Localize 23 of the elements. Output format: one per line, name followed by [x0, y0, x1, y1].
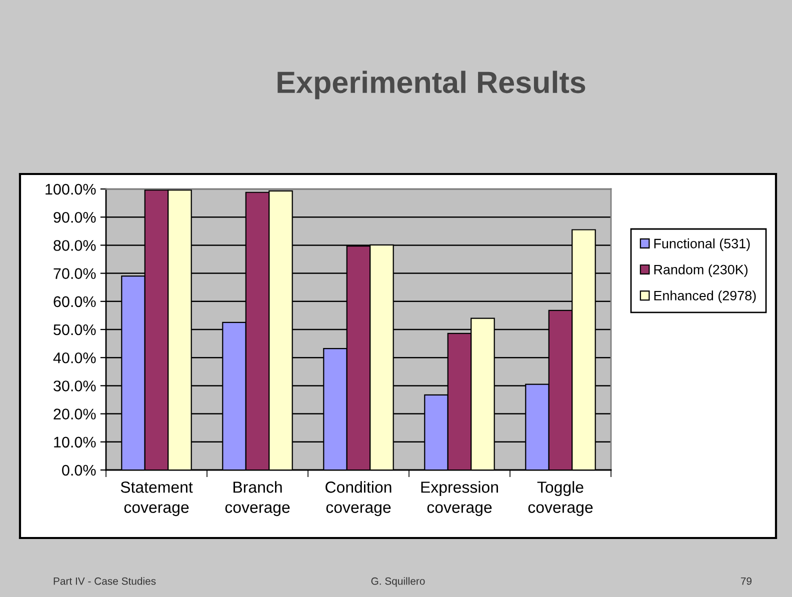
chart-title: Experimental Results [278, 70, 586, 100]
legend-label: Random (230K) [654, 264, 748, 278]
x-tick-label: Statement coverage [120, 482, 193, 516]
y-tick-label: 70.0% [54, 268, 96, 279]
y-tick-label: 30.0% [54, 380, 96, 392]
y-tick-label: 40.0% [53, 352, 96, 364]
y-tick-label: 90.0% [54, 212, 96, 223]
legend-label: Functional (531) [654, 238, 750, 251]
x-tick-label: Toggle coverage [528, 481, 593, 516]
x-tick-label: Condition coverage [326, 481, 392, 516]
x-tick-label: Expression coverage [421, 481, 498, 516]
y-tick-label: 50.0% [54, 324, 96, 336]
legend-label: Enhanced (2978) [654, 290, 756, 304]
y-tick-label: 60.0% [54, 296, 96, 308]
text: Part IV - Case Studies [54, 577, 156, 585]
text: G. Squillero [371, 577, 425, 587]
y-tick-label: 10.0% [54, 436, 96, 448]
y-tick-label: 20.0% [54, 408, 96, 420]
y-tick-label: 80.0% [54, 240, 96, 251]
text: 79 [740, 577, 752, 585]
y-tick-label: 0.0% [62, 464, 96, 476]
y-tick-label: 100.0% [46, 184, 96, 195]
x-tick-label: Branch coverage [225, 481, 290, 516]
